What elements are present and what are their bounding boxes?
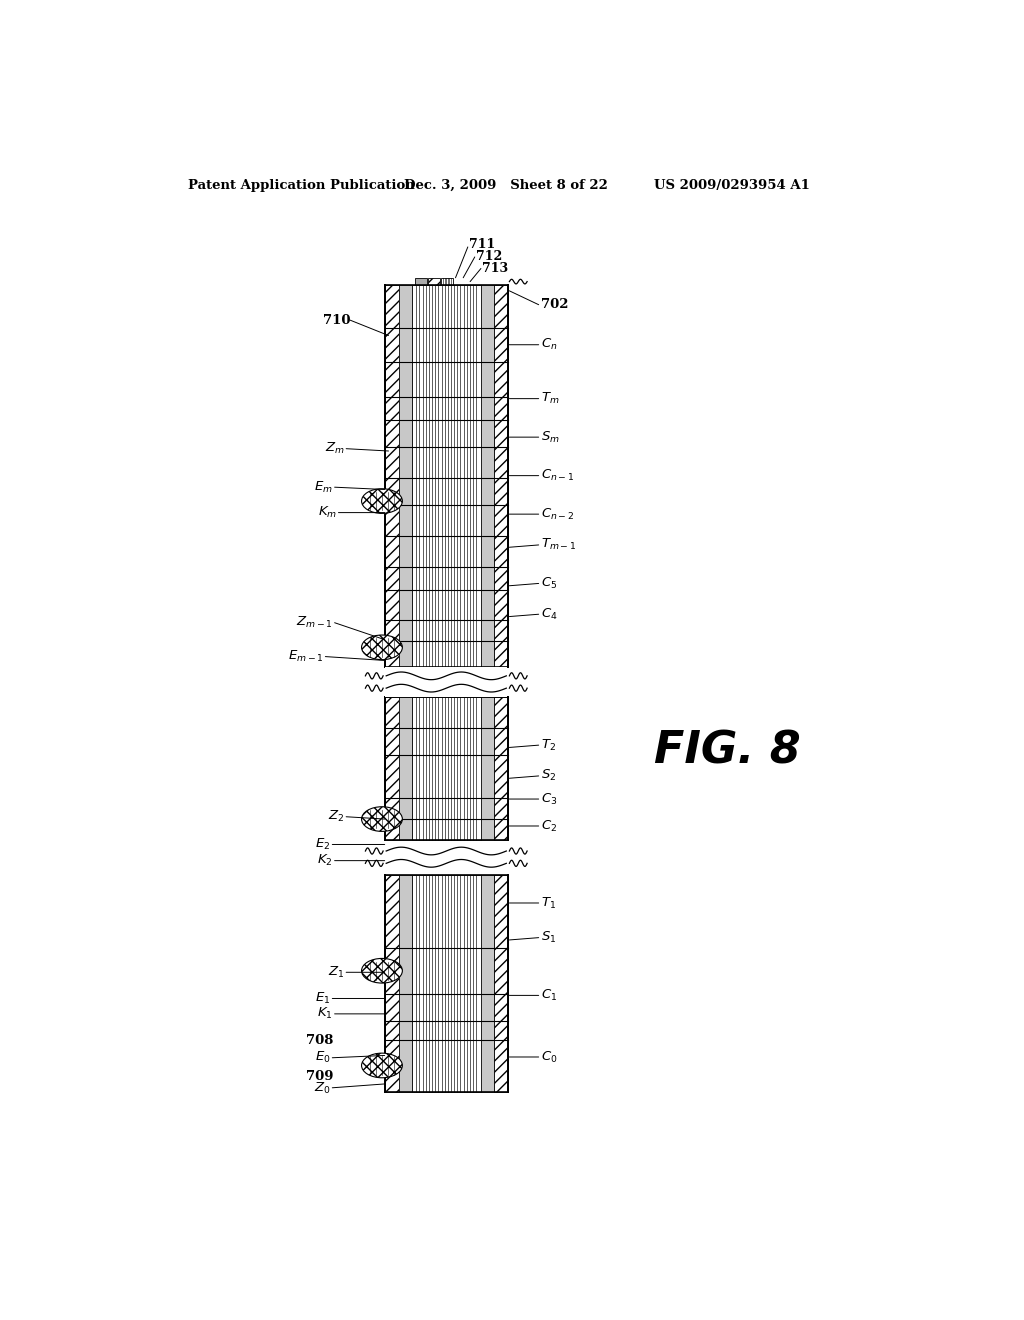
Bar bbox=[481, 285, 494, 667]
Text: $E_2$: $E_2$ bbox=[315, 837, 331, 851]
Text: 710: 710 bbox=[323, 314, 350, 326]
Text: $E_1$: $E_1$ bbox=[315, 991, 331, 1006]
Text: $T_2$: $T_2$ bbox=[541, 738, 556, 752]
Bar bbox=[412, 874, 481, 1092]
Bar bbox=[428, 277, 440, 285]
Ellipse shape bbox=[361, 635, 402, 660]
Ellipse shape bbox=[361, 958, 402, 983]
Text: 708: 708 bbox=[306, 1034, 333, 1047]
Ellipse shape bbox=[361, 807, 402, 832]
Text: $T_m$: $T_m$ bbox=[541, 391, 559, 407]
Text: 702: 702 bbox=[541, 298, 568, 312]
Text: $S_1$: $S_1$ bbox=[541, 931, 556, 945]
Text: $S_m$: $S_m$ bbox=[541, 429, 560, 445]
Text: $E_m$: $E_m$ bbox=[314, 479, 333, 495]
Text: $C_1$: $C_1$ bbox=[541, 987, 557, 1003]
Ellipse shape bbox=[361, 488, 402, 513]
Text: $E_{m-1}$: $E_{m-1}$ bbox=[288, 649, 324, 664]
Bar bbox=[385, 874, 398, 1092]
Text: $C_{n-1}$: $C_{n-1}$ bbox=[541, 469, 574, 483]
Bar bbox=[398, 874, 412, 1092]
Text: $C_0$: $C_0$ bbox=[541, 1049, 557, 1064]
Text: $C_4$: $C_4$ bbox=[541, 607, 557, 622]
Text: $Z_0$: $Z_0$ bbox=[314, 1081, 331, 1096]
Text: $T_1$: $T_1$ bbox=[541, 895, 556, 911]
Text: 709: 709 bbox=[305, 1069, 333, 1082]
Bar bbox=[481, 874, 494, 1092]
Bar bbox=[398, 697, 412, 840]
Text: 712: 712 bbox=[476, 249, 503, 263]
Bar bbox=[494, 874, 508, 1092]
Text: $Z_m$: $Z_m$ bbox=[325, 441, 345, 457]
Bar bbox=[385, 697, 398, 840]
Text: $C_2$: $C_2$ bbox=[541, 818, 557, 833]
Bar bbox=[481, 697, 494, 840]
Bar bbox=[416, 277, 427, 285]
Bar bbox=[441, 277, 454, 285]
Bar bbox=[494, 285, 508, 667]
Ellipse shape bbox=[361, 1053, 402, 1077]
Text: $K_m$: $K_m$ bbox=[317, 506, 337, 520]
Text: $Z_{m-1}$: $Z_{m-1}$ bbox=[296, 615, 333, 630]
Bar bbox=[385, 668, 507, 697]
Text: $C_3$: $C_3$ bbox=[541, 792, 557, 807]
Text: Dec. 3, 2009   Sheet 8 of 22: Dec. 3, 2009 Sheet 8 of 22 bbox=[403, 178, 608, 191]
Text: $Z_2$: $Z_2$ bbox=[329, 809, 345, 824]
Text: $S_2$: $S_2$ bbox=[541, 768, 556, 784]
Text: $C_n$: $C_n$ bbox=[541, 337, 557, 352]
Text: $E_0$: $E_0$ bbox=[315, 1051, 331, 1065]
Text: $C_{n-2}$: $C_{n-2}$ bbox=[541, 507, 574, 521]
Text: $K_2$: $K_2$ bbox=[317, 853, 333, 869]
Bar bbox=[385, 841, 507, 874]
Text: $C_5$: $C_5$ bbox=[541, 576, 557, 591]
Bar bbox=[412, 697, 481, 840]
Bar bbox=[385, 285, 398, 667]
Bar bbox=[398, 285, 412, 667]
Text: US 2009/0293954 A1: US 2009/0293954 A1 bbox=[654, 178, 810, 191]
Text: $T_{m-1}$: $T_{m-1}$ bbox=[541, 537, 577, 553]
Text: $K_1$: $K_1$ bbox=[317, 1006, 333, 1022]
Text: FIG. 8: FIG. 8 bbox=[654, 730, 801, 772]
Text: Patent Application Publication: Patent Application Publication bbox=[188, 178, 415, 191]
Bar bbox=[494, 697, 508, 840]
Text: 711: 711 bbox=[469, 238, 496, 251]
Text: $Z_1$: $Z_1$ bbox=[329, 965, 345, 979]
Text: 713: 713 bbox=[482, 261, 509, 275]
Bar bbox=[412, 285, 481, 667]
